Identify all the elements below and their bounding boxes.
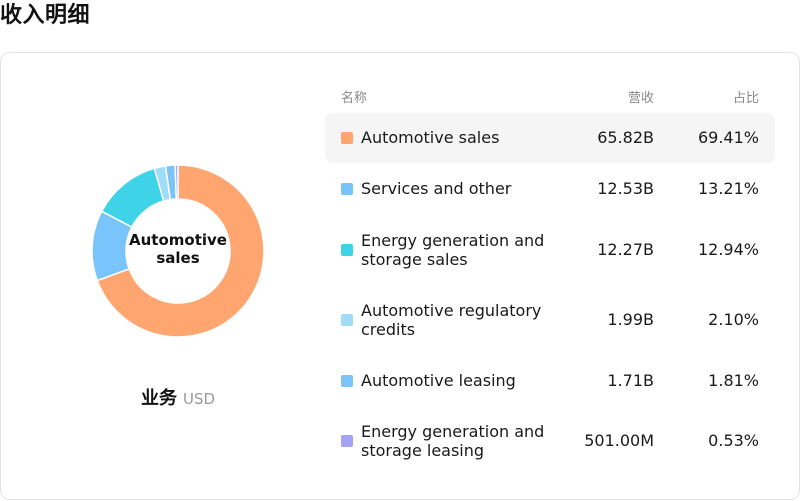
donut-caption-title: 业务: [140, 388, 177, 409]
header-share: 占比: [732, 91, 759, 106]
header-revenue: 营收: [627, 91, 654, 106]
row-revenue: 1.99B: [607, 310, 654, 329]
legend-swatch: [341, 314, 353, 326]
donut-caption: 业务 USD: [90, 386, 266, 412]
row-share: 1.81%: [708, 371, 759, 390]
row-revenue: 12.27B: [597, 240, 654, 259]
table-row[interactable]: Automotive leasing 1.71B 1.81%: [325, 360, 775, 410]
table-row[interactable]: Services and other 12.53B 13.21%: [325, 165, 775, 215]
donut-chart[interactable]: Automotive sales: [90, 163, 266, 339]
donut-center-label: Automotive sales: [129, 231, 227, 267]
row-name: Automotive regulatory credits: [361, 301, 542, 339]
row-name: Automotive sales: [361, 128, 500, 147]
row-revenue: 65.82B: [597, 128, 654, 147]
donut-caption-unit: USD: [182, 390, 216, 408]
donut-slice[interactable]: [174, 164, 179, 200]
revenue-table: 名称 营收 占比 Automotive sales 65.82B 69.41% …: [325, 85, 775, 460]
table-header: 名称 营收 占比: [325, 85, 775, 106]
header-name: 名称: [341, 91, 368, 106]
row-revenue: 1.71B: [607, 371, 654, 390]
row-revenue: 12.53B: [597, 179, 654, 198]
page-title: 收入明细: [0, 3, 91, 28]
legend-swatch: [341, 435, 353, 447]
donut-chart-svg: [91, 164, 265, 338]
row-name: Automotive leasing: [361, 371, 516, 390]
row-share: 0.53%: [708, 431, 759, 450]
legend-swatch: [341, 244, 353, 256]
row-name: Services and other: [361, 179, 512, 198]
table-row[interactable]: Energy generation and storage sales 12.2…: [325, 220, 775, 280]
table-row[interactable]: Energy generation and storage leasing 50…: [325, 411, 775, 471]
row-name: Energy generation and storage sales: [361, 231, 545, 269]
table-row[interactable]: Automotive regulatory credits 1.99B 2.10…: [325, 290, 775, 350]
row-revenue: 501.00M: [584, 431, 654, 450]
legend-swatch: [341, 375, 353, 387]
row-share: 12.94%: [697, 240, 759, 259]
donut-slice[interactable]: [96, 164, 265, 338]
row-name: Energy generation and storage leasing: [361, 422, 545, 460]
row-share: 13.21%: [697, 179, 759, 198]
legend-swatch: [341, 183, 353, 195]
table-row[interactable]: Automotive sales 65.82B 69.41%: [325, 113, 775, 163]
row-share: 2.10%: [708, 310, 759, 329]
legend-swatch: [341, 132, 353, 144]
row-share: 69.41%: [697, 128, 759, 147]
